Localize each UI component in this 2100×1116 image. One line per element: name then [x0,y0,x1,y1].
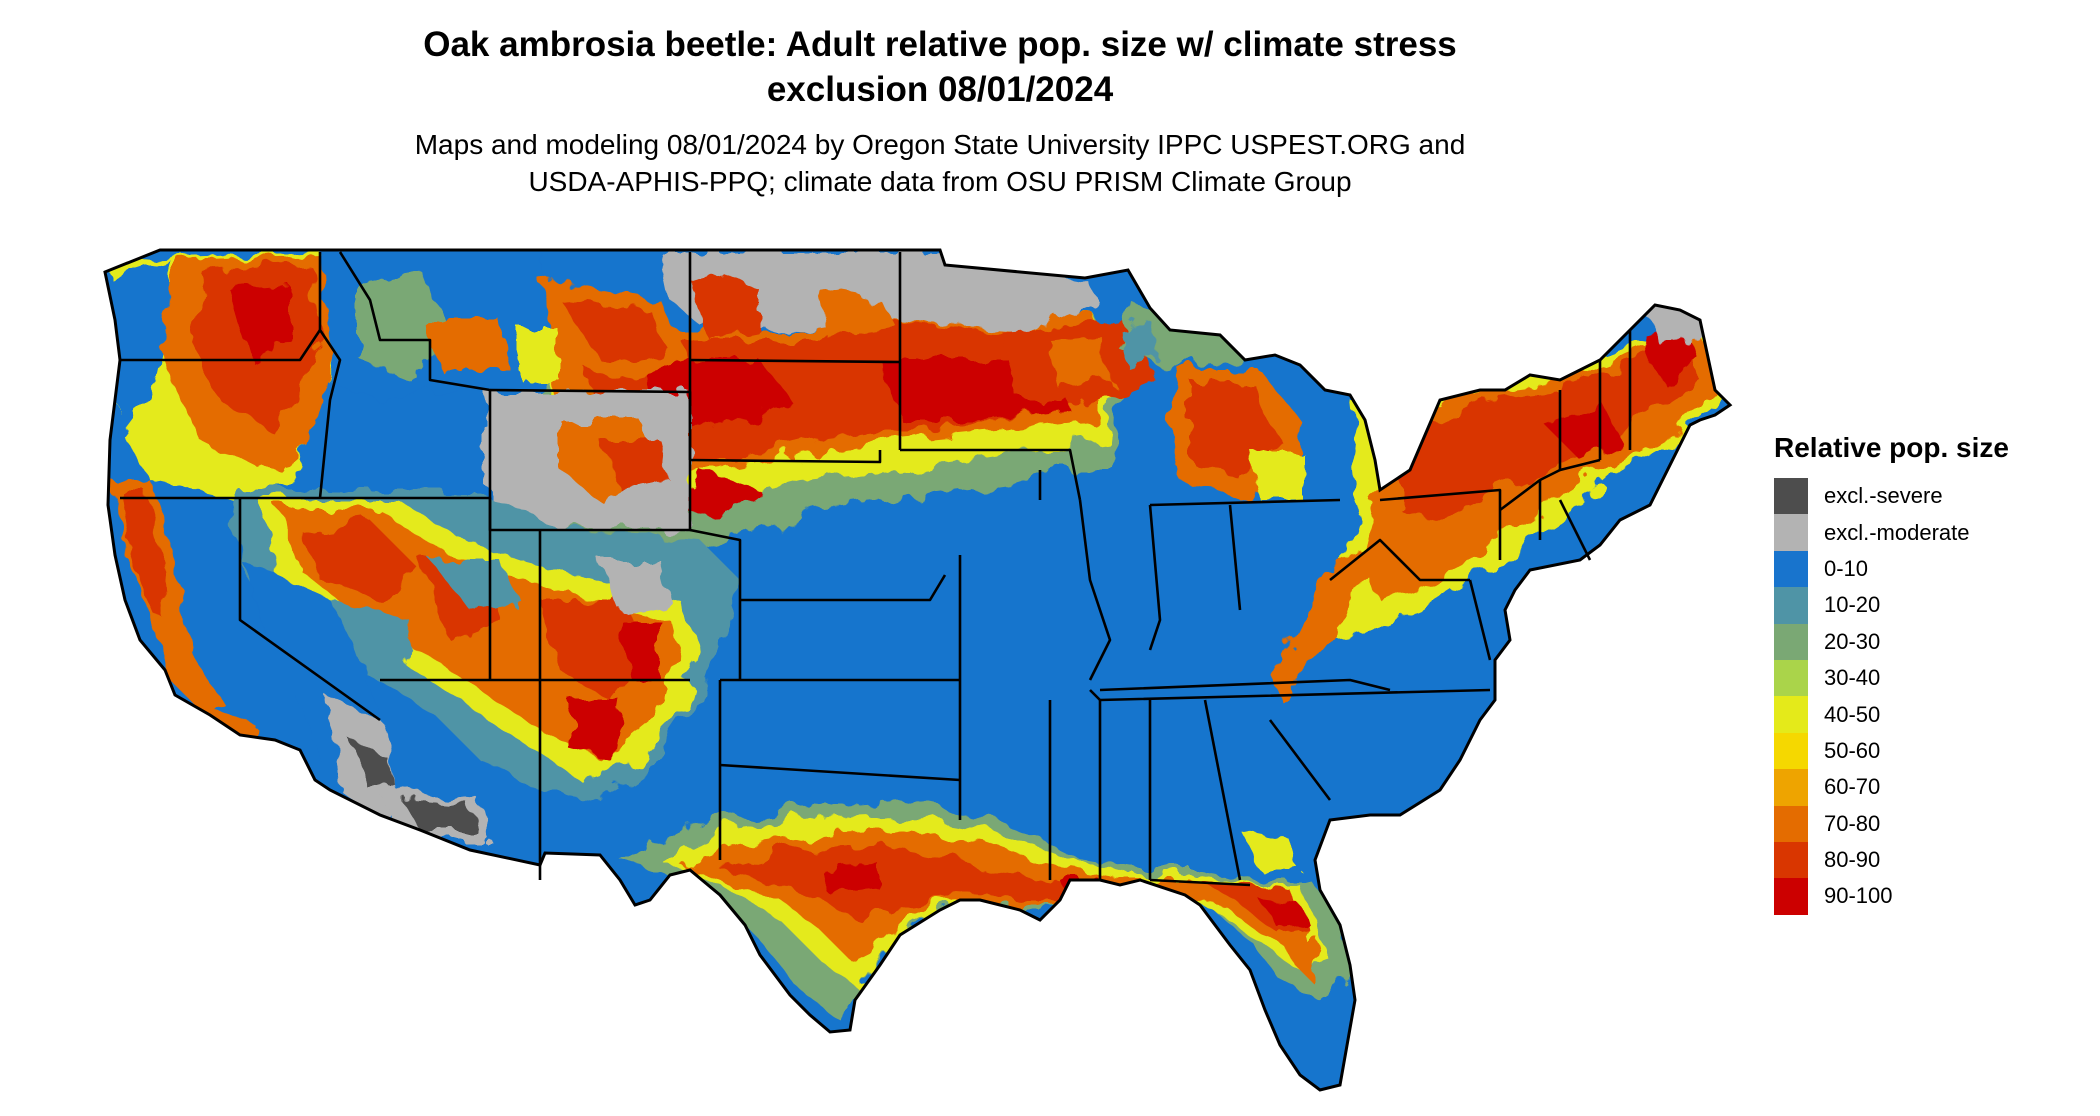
map-title-line-1: Oak ambrosia beetle: Adult relative pop.… [423,25,1457,64]
legend-swatch [1774,623,1808,660]
legend-label: 50-60 [1824,737,1881,763]
legend-label: 30-40 [1824,665,1881,691]
legend-swatch [1774,841,1808,879]
legend-swatch [1774,732,1808,770]
legend-item: 50-60 [1774,732,2009,770]
legend-label: 10-20 [1824,592,1881,618]
legend-item: excl.-moderate [1774,514,2009,551]
legend: Relative pop. size excl.-severe excl.-mo… [1774,432,2009,915]
legend-label: 0-10 [1824,555,1869,581]
map-title-line-2: exclusion 08/01/2024 [766,70,1114,109]
legend-label: excl.-moderate [1824,519,1970,545]
legend-items: excl.-severe excl.-moderate 0-10 10-20 2… [1774,478,2009,915]
legend-item: 90-100 [1774,878,2009,915]
legend-swatch [1774,805,1808,842]
legend-label: 20-30 [1824,628,1881,654]
legend-item: 80-90 [1774,841,2009,879]
legend-item: 70-80 [1774,805,2009,842]
map-subtitle: Maps and modeling 08/01/2024 by Oregon S… [320,126,1560,200]
legend-item: 30-40 [1774,659,2009,697]
legend-title: Relative pop. size [1774,432,2009,463]
legend-swatch [1774,696,1808,733]
legend-label: 40-50 [1824,701,1881,727]
legend-label: 80-90 [1824,847,1881,873]
legend-item: 40-50 [1774,696,2009,733]
legend-item: 20-30 [1774,623,2009,660]
state-borders [120,251,1632,887]
legend-label: 90-100 [1824,883,1893,909]
legend-swatch [1774,769,1808,806]
map-subtitle-line-2: USDA-APHIS-PPQ; climate data from OSU PR… [528,166,1352,197]
legend-swatch [1774,514,1808,551]
legend-item: 10-20 [1774,587,2009,624]
map-subtitle-line-1: Maps and modeling 08/01/2024 by Oregon S… [414,129,1466,160]
legend-swatch [1774,478,1808,515]
legend-swatch [1774,587,1808,624]
map-title: Oak ambrosia beetle: Adult relative pop.… [320,22,1560,112]
legend-item: 0-10 [1774,550,2009,588]
legend-label: excl.-severe [1824,483,1943,509]
legend-item: excl.-severe [1774,478,2009,515]
legend-swatch [1774,878,1808,915]
legend-swatch [1774,659,1808,697]
legend-item: 60-70 [1774,769,2009,806]
legend-swatch [1774,550,1808,588]
legend-label: 70-80 [1824,810,1881,836]
legend-label: 60-70 [1824,774,1881,800]
